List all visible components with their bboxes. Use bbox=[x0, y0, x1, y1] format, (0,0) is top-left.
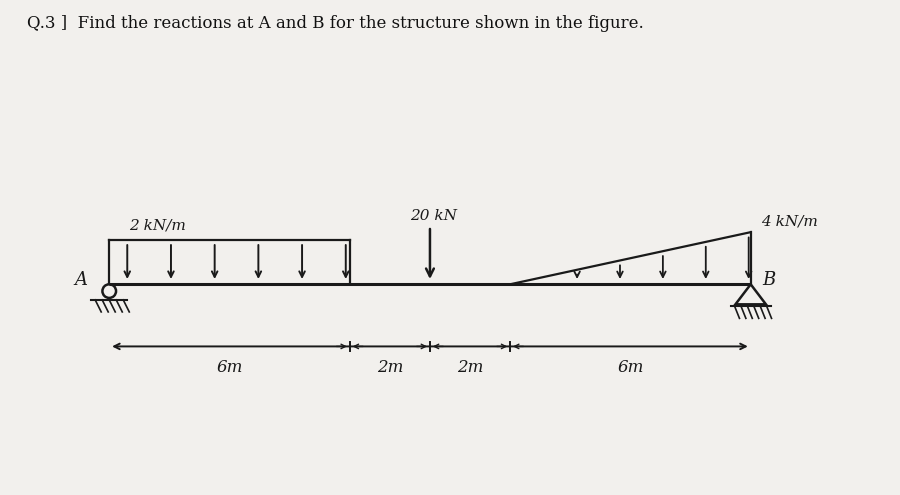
Text: A: A bbox=[74, 271, 87, 289]
Text: B: B bbox=[762, 271, 776, 289]
Text: 6m: 6m bbox=[617, 359, 644, 376]
Text: 2 kN/m: 2 kN/m bbox=[130, 218, 186, 232]
Text: 6m: 6m bbox=[216, 359, 243, 376]
Text: 20 kN: 20 kN bbox=[410, 209, 457, 223]
Text: 2m: 2m bbox=[457, 359, 483, 376]
Text: Q.3 ]  Find the reactions at A and B for the structure shown in the figure.: Q.3 ] Find the reactions at A and B for … bbox=[27, 15, 644, 32]
Text: 4 kN/m: 4 kN/m bbox=[760, 214, 817, 228]
Text: 2m: 2m bbox=[377, 359, 403, 376]
